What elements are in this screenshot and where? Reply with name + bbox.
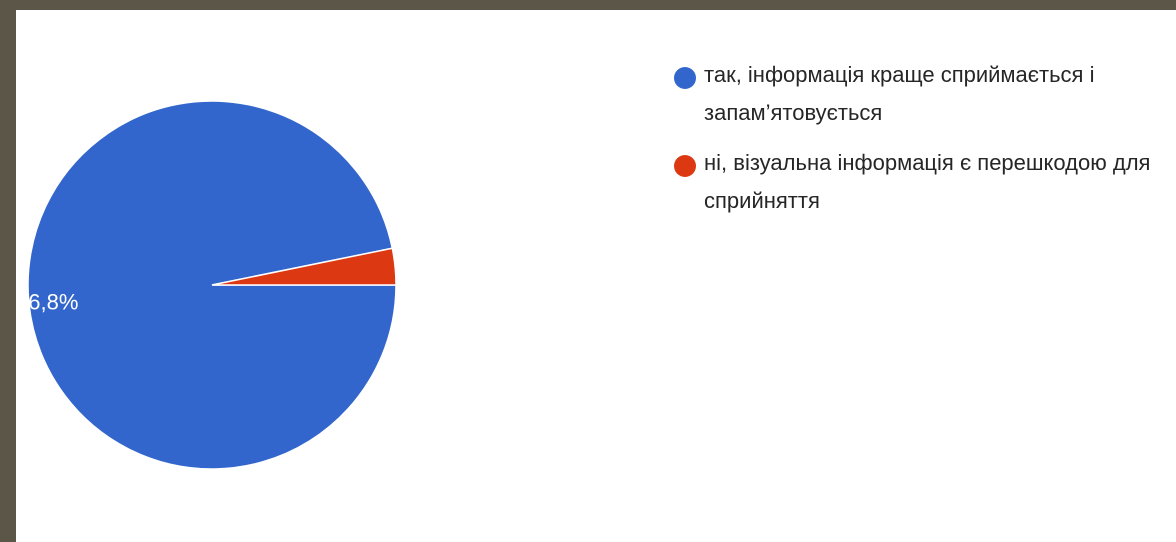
legend: так, інформація краще сприймається і зап… bbox=[674, 56, 1174, 232]
pie-labels: 96,8% bbox=[16, 290, 78, 315]
legend-label-yes: так, інформація краще сприймається і зап… bbox=[704, 62, 1095, 125]
pie-slice-no[interactable] bbox=[211, 247, 397, 286]
chart-panel: 96,8% так, інформація краще сприймається… bbox=[16, 10, 1176, 542]
pie-slices bbox=[27, 100, 397, 470]
legend-item-no[interactable]: ні, візуальна інформація є перешкодою дл… bbox=[674, 144, 1174, 220]
legend-item-yes[interactable]: так, інформація краще сприймається і зап… bbox=[674, 56, 1174, 132]
legend-swatch-yes bbox=[674, 67, 696, 89]
legend-swatch-no bbox=[674, 155, 696, 177]
pie-chart: 96,8% bbox=[16, 100, 397, 470]
pie-label-yes: 96,8% bbox=[16, 290, 78, 315]
legend-label-no: ні, візуальна інформація є перешкодою дл… bbox=[704, 150, 1151, 213]
